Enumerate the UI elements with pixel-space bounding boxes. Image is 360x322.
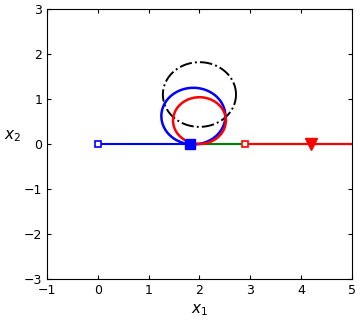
X-axis label: $x_1$: $x_1$	[191, 302, 208, 318]
Y-axis label: $x_2$: $x_2$	[4, 128, 21, 144]
